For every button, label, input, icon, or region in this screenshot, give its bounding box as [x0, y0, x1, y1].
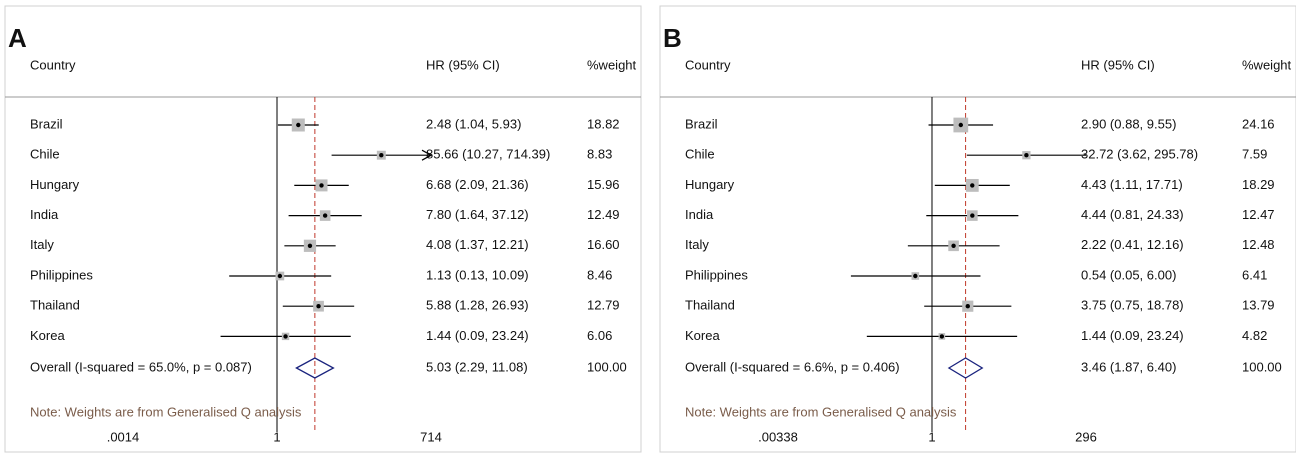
point-estimate	[277, 273, 283, 279]
weight-label: 12.49	[587, 207, 620, 222]
weight-label: 12.79	[587, 298, 620, 313]
overall-diamond	[295, 357, 335, 379]
hr-label: 85.66 (10.27, 714.39)	[426, 147, 550, 162]
weight-label: 6.06	[587, 328, 612, 343]
point-estimate	[316, 304, 321, 309]
point-estimate	[951, 243, 956, 248]
column-header: %weight	[587, 57, 637, 72]
weight-label: 12.48	[1242, 237, 1275, 252]
column-header: Country	[30, 57, 76, 72]
point-estimate	[965, 304, 970, 309]
panel-label: A	[8, 23, 27, 53]
weight-label: 12.47	[1242, 207, 1275, 222]
country-label: Korea	[30, 328, 65, 343]
weight-label: 7.59	[1242, 147, 1267, 162]
country-label: Thailand	[30, 298, 80, 313]
country-label: Thailand	[685, 298, 735, 313]
weight-label: 4.82	[1242, 328, 1267, 343]
x-tick-label: .00338	[758, 429, 798, 444]
hr-label: 1.44 (0.09, 23.24)	[426, 328, 529, 343]
column-header: HR (95% CI)	[426, 57, 500, 72]
weight-label: 8.83	[587, 147, 612, 162]
x-tick-label: 1	[928, 429, 935, 444]
country-label: Philippines	[685, 267, 748, 282]
x-tick-label: 296	[1075, 429, 1097, 444]
x-tick-label: 714	[420, 429, 442, 444]
point-estimate	[319, 183, 324, 188]
panel-label: B	[663, 23, 682, 53]
hr-label: 5.88 (1.28, 26.93)	[426, 298, 529, 313]
hr-label: 2.22 (0.41, 12.16)	[1081, 237, 1184, 252]
x-tick-label: 1	[273, 429, 280, 444]
country-label: Brazil	[685, 116, 718, 131]
overall-diamond	[947, 357, 984, 379]
country-label: Hungary	[685, 177, 735, 192]
country-label: Overall (I-squared = 6.6%, p = 0.406)	[685, 359, 900, 374]
weight-label: 100.00	[587, 359, 627, 374]
hr-label: 1.13 (0.13, 10.09)	[426, 267, 529, 282]
country-label: Chile	[685, 147, 715, 162]
hr-label: 7.80 (1.64, 37.12)	[426, 207, 529, 222]
hr-label: 4.43 (1.11, 17.71)	[1081, 177, 1183, 192]
hr-label: 3.46 (1.87, 6.40)	[1081, 359, 1176, 374]
country-label: Philippines	[30, 267, 93, 282]
country-label: Korea	[685, 328, 720, 343]
weight-label: 15.96	[587, 177, 620, 192]
hr-label: 3.75 (0.75, 18.78)	[1081, 298, 1184, 313]
point-estimate	[913, 273, 918, 279]
point-estimate	[958, 122, 964, 128]
note: Note: Weights are from Generalised Q ana…	[685, 404, 957, 419]
point-estimate	[970, 213, 975, 218]
weight-label: 16.60	[587, 237, 620, 252]
weight-label: 6.41	[1242, 267, 1267, 282]
hr-label: 32.72 (3.62, 295.78)	[1081, 147, 1198, 162]
column-header: HR (95% CI)	[1081, 57, 1155, 72]
x-tick-label: .0014	[107, 429, 140, 444]
country-label: Brazil	[30, 116, 63, 131]
ci-arrow	[421, 149, 433, 161]
hr-label: 1.44 (0.09, 23.24)	[1081, 328, 1184, 343]
hr-label: 0.54 (0.05, 6.00)	[1081, 267, 1176, 282]
weight-label: 24.16	[1242, 116, 1275, 131]
point-estimate	[970, 183, 975, 188]
country-label: Overall (I-squared = 65.0%, p = 0.087)	[30, 359, 252, 374]
hr-label: 4.44 (0.81, 24.33)	[1081, 207, 1184, 222]
hr-label: 2.90 (0.88, 9.55)	[1081, 116, 1176, 131]
weight-label: 13.79	[1242, 298, 1275, 313]
country-label: Italy	[685, 237, 709, 252]
note: Note: Weights are from Generalised Q ana…	[30, 404, 302, 419]
hr-label: 2.48 (1.04, 5.93)	[426, 116, 521, 131]
point-estimate	[379, 153, 384, 158]
point-estimate	[296, 122, 301, 128]
point-estimate	[1024, 153, 1029, 158]
panel-border	[4, 5, 642, 453]
hr-label: 5.03 (2.29, 11.08)	[426, 359, 528, 374]
panel-border	[659, 5, 1296, 453]
country-label: Hungary	[30, 177, 80, 192]
point-estimate	[283, 334, 288, 339]
weight-label: 18.29	[1242, 177, 1275, 192]
country-label: Chile	[30, 147, 60, 162]
weight-label: 18.82	[587, 116, 620, 131]
point-estimate	[322, 213, 328, 218]
weight-label: 8.46	[587, 267, 612, 282]
column-header: Country	[685, 57, 731, 72]
hr-label: 4.08 (1.37, 12.21)	[426, 237, 529, 252]
country-label: India	[30, 207, 59, 222]
country-label: India	[685, 207, 714, 222]
column-header: %weight	[1242, 57, 1292, 72]
weight-label: 100.00	[1242, 359, 1282, 374]
hr-label: 6.68 (2.09, 21.36)	[426, 177, 529, 192]
country-label: Italy	[30, 237, 54, 252]
point-estimate	[939, 334, 945, 339]
point-estimate	[307, 243, 313, 248]
